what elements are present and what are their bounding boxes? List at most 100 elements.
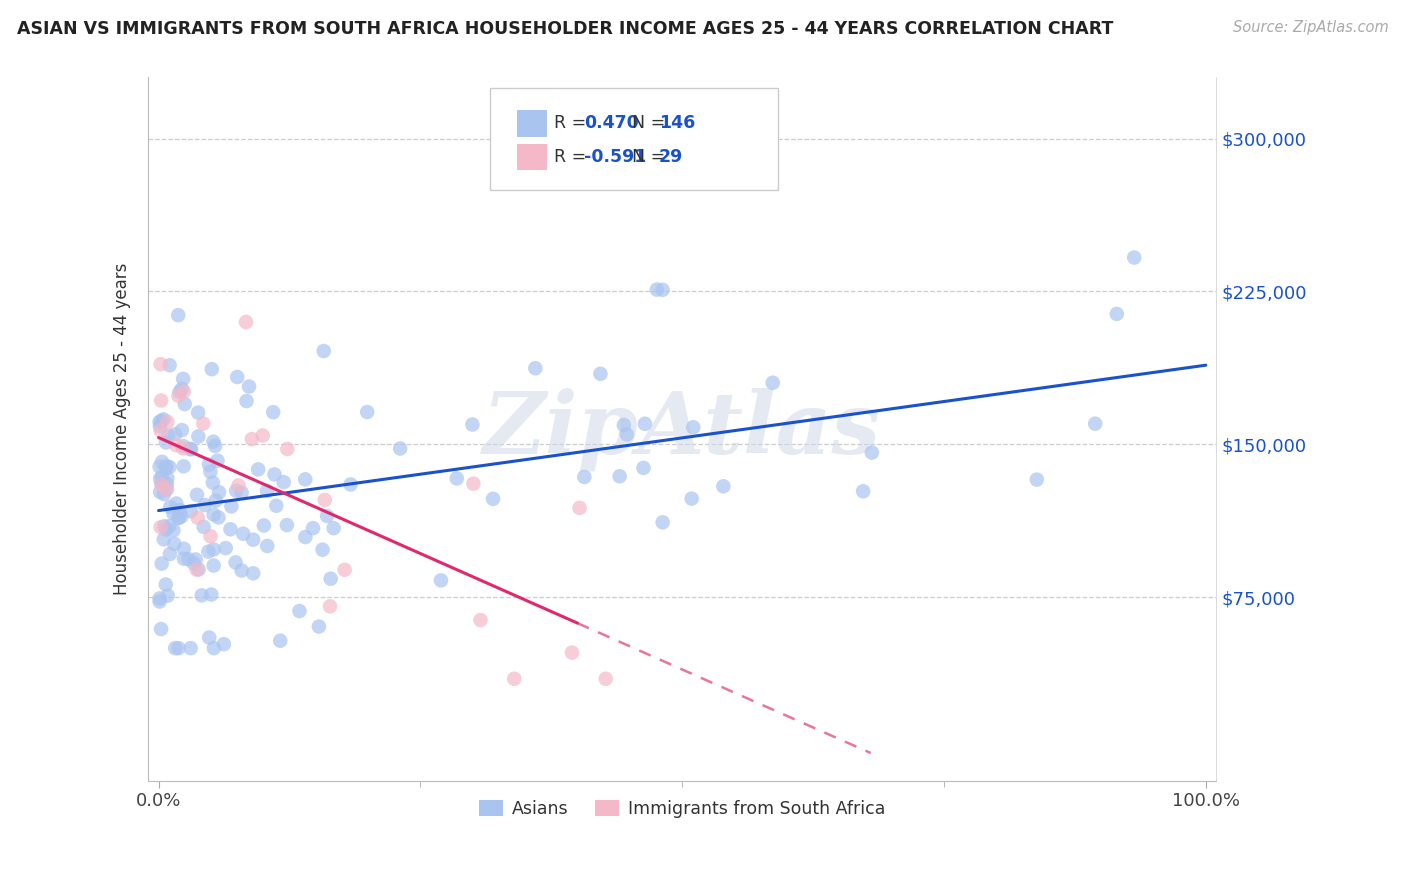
Point: [202, 434, 225, 449]
Point: [201, 475, 224, 490]
Point: [860, 445, 883, 459]
Point: [156, 476, 179, 491]
Point: [173, 541, 195, 556]
Point: [186, 563, 208, 577]
Point: [149, 357, 172, 371]
Point: [595, 672, 617, 686]
Point: [634, 417, 657, 431]
Point: [226, 370, 249, 384]
Point: [167, 641, 190, 656]
Point: [311, 542, 333, 557]
Point: [152, 533, 174, 547]
Point: [201, 362, 224, 376]
Point: [167, 389, 190, 403]
Point: [187, 429, 209, 443]
Point: [262, 405, 284, 419]
Point: [238, 379, 260, 393]
Point: [852, 484, 875, 499]
FancyBboxPatch shape: [516, 144, 547, 170]
Point: [173, 397, 195, 411]
Point: [172, 439, 194, 453]
Point: [190, 588, 212, 602]
Point: [197, 544, 219, 558]
Text: N =: N =: [631, 114, 665, 132]
Point: [163, 537, 186, 551]
Point: [312, 344, 335, 359]
Point: [149, 459, 172, 474]
Point: [207, 453, 229, 467]
Point: [172, 442, 194, 456]
Point: [333, 563, 356, 577]
Point: [356, 405, 378, 419]
Point: [242, 566, 264, 581]
Point: [252, 428, 274, 442]
Point: [165, 641, 187, 656]
Point: [240, 432, 263, 446]
Point: [156, 415, 179, 429]
Point: [156, 471, 179, 485]
Point: [430, 574, 453, 588]
Point: [256, 483, 278, 498]
Point: [149, 520, 172, 534]
Point: [266, 499, 288, 513]
Point: [339, 477, 361, 491]
Text: R =: R =: [554, 114, 586, 132]
Point: [294, 472, 316, 486]
Point: [202, 542, 225, 557]
Text: 0.470: 0.470: [583, 114, 638, 132]
Point: [482, 491, 505, 506]
Point: [155, 523, 177, 537]
Point: [247, 462, 270, 476]
Point: [200, 529, 222, 543]
Point: [198, 631, 221, 645]
Point: [169, 503, 191, 517]
Point: [228, 478, 250, 492]
Point: [150, 470, 173, 484]
Point: [616, 427, 638, 442]
Point: [633, 461, 655, 475]
Point: [461, 417, 484, 432]
Point: [194, 498, 217, 512]
Legend: Asians, Immigrants from South Africa: Asians, Immigrants from South Africa: [472, 793, 893, 825]
Point: [302, 521, 325, 535]
Y-axis label: Householder Income Ages 25 - 44 years: Householder Income Ages 25 - 44 years: [114, 263, 131, 595]
Point: [167, 511, 190, 525]
FancyBboxPatch shape: [516, 110, 547, 136]
Point: [149, 415, 172, 429]
Point: [1105, 307, 1128, 321]
Point: [198, 458, 221, 472]
Point: [269, 633, 291, 648]
Point: [159, 547, 181, 561]
Point: [159, 500, 181, 514]
Point: [200, 588, 222, 602]
Point: [187, 510, 209, 524]
Point: [263, 467, 285, 482]
Point: [273, 475, 295, 490]
Point: [173, 551, 195, 566]
Point: [215, 541, 238, 555]
Point: [207, 510, 229, 524]
Point: [177, 552, 200, 566]
Point: [184, 552, 207, 566]
Point: [159, 358, 181, 372]
Point: [155, 435, 177, 450]
Point: [308, 619, 330, 633]
Point: [208, 485, 231, 500]
Point: [173, 384, 195, 399]
Text: N =: N =: [631, 148, 665, 166]
Point: [232, 526, 254, 541]
Point: [762, 376, 785, 390]
Point: [165, 438, 187, 452]
Point: [231, 485, 253, 500]
Point: [288, 604, 311, 618]
FancyBboxPatch shape: [489, 88, 779, 190]
Point: [316, 508, 339, 523]
Point: [157, 519, 180, 533]
Point: [149, 424, 172, 438]
Point: [152, 412, 174, 426]
Point: [609, 469, 631, 483]
Point: [155, 577, 177, 591]
Point: [212, 637, 235, 651]
Point: [156, 589, 179, 603]
Point: [221, 500, 243, 514]
